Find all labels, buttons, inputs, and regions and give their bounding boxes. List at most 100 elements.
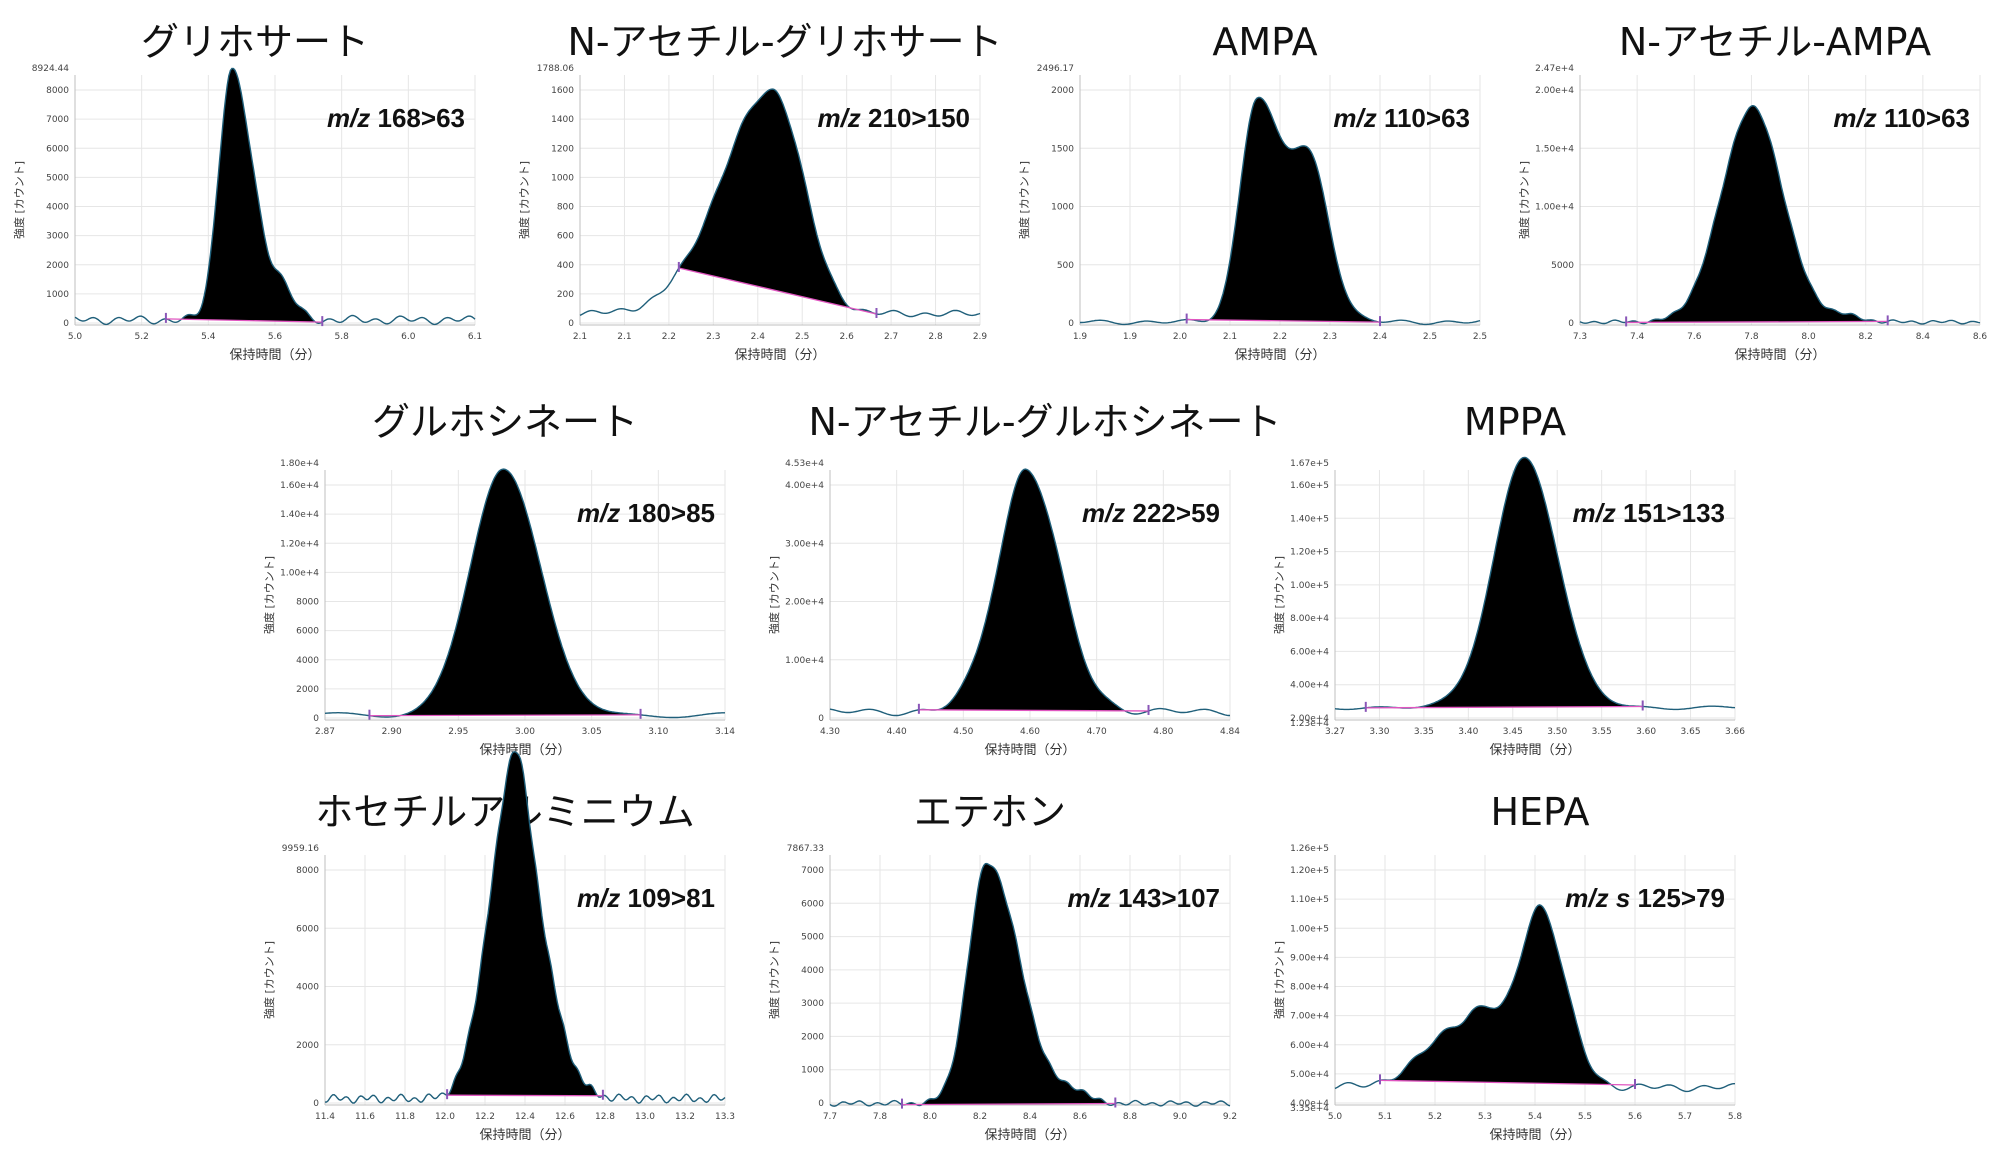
y-tick-label: 3000 bbox=[801, 999, 824, 1009]
y-tick-label: 8000 bbox=[46, 86, 69, 96]
y-max-label: 1.67e+5 bbox=[1290, 459, 1329, 469]
y-tick-label: 0 bbox=[313, 714, 319, 724]
mz-italic: m/z bbox=[577, 498, 620, 528]
y-tick-label: 4000 bbox=[46, 203, 69, 213]
x-tick-label: 4.80 bbox=[1153, 727, 1173, 737]
chromatogram-trace bbox=[829, 862, 1231, 1107]
chart-title: エテホン bbox=[914, 790, 1066, 834]
x-axis-label: 保持時間（分） bbox=[984, 743, 1075, 758]
mz-annotation: m/z 151>133 bbox=[1572, 498, 1725, 528]
peak-area bbox=[678, 89, 877, 314]
integration-baseline bbox=[678, 267, 877, 315]
y-tick-label: 2000 bbox=[296, 685, 319, 695]
x-tick-label: 5.8 bbox=[335, 332, 350, 342]
y-tick-label: 5000 bbox=[46, 173, 69, 183]
x-axis-label: 保持時間（分） bbox=[479, 1128, 570, 1143]
x-axis-label: 保持時間（分） bbox=[984, 1128, 1075, 1143]
y-tick-label: 1400 bbox=[551, 115, 574, 125]
x-tick-label: 12.4 bbox=[515, 1112, 535, 1122]
y-tick-label: 4.00e+4 bbox=[785, 481, 824, 491]
mz-italic: m/z bbox=[1067, 883, 1110, 913]
chart-title: N-アセチル-グリホサート bbox=[567, 20, 1002, 64]
mz-transition: 125>79 bbox=[1638, 883, 1725, 913]
x-tick-label: 2.2 bbox=[662, 332, 676, 342]
x-axis-label: 保持時間（分） bbox=[1234, 348, 1325, 363]
y-tick-label: 6000 bbox=[46, 144, 69, 154]
x-tick-label: 3.60 bbox=[1636, 727, 1656, 737]
mz-transition: 180>85 bbox=[628, 498, 715, 528]
y-tick-label: 1000 bbox=[801, 1066, 824, 1076]
mz-italic: m/z bbox=[327, 103, 370, 133]
x-tick-label: 12.8 bbox=[595, 1112, 615, 1122]
chart-title: N-アセチル-AMPA bbox=[1619, 20, 1931, 64]
y-axis-label: 強度 [カウント] bbox=[1517, 161, 1531, 239]
y-tick-label: 4000 bbox=[801, 966, 824, 976]
x-tick-label: 3.10 bbox=[648, 727, 668, 737]
mz-transition: 222>59 bbox=[1133, 498, 1220, 528]
y-tick-label: 5000 bbox=[801, 933, 824, 943]
y-tick-label: 1600 bbox=[551, 86, 574, 96]
x-tick-label: 7.3 bbox=[1573, 332, 1587, 342]
y-tick-label: 2.00e+4 bbox=[785, 598, 824, 608]
integration-baseline bbox=[901, 1102, 1116, 1106]
x-tick-label: 11.8 bbox=[395, 1112, 415, 1122]
mz-transition: 151>133 bbox=[1623, 498, 1725, 528]
y-tick-label: 8000 bbox=[296, 598, 319, 608]
y-max-label: 1788.06 bbox=[537, 64, 574, 74]
x-axis-label: 保持時間（分） bbox=[479, 743, 570, 758]
x-tick-label: 5.1 bbox=[1378, 1112, 1392, 1122]
y-tick-label: 1500 bbox=[1051, 144, 1074, 154]
y-tick-label: 2000 bbox=[296, 1041, 319, 1051]
peak-area bbox=[902, 863, 1116, 1105]
y-tick-label: 1.00e+4 bbox=[280, 568, 319, 578]
y-tick-label: 1.20e+5 bbox=[1290, 866, 1329, 876]
x-tick-label: 8.2 bbox=[1859, 332, 1873, 342]
integration-baseline bbox=[918, 709, 1149, 712]
x-tick-label: 3.30 bbox=[1369, 727, 1389, 737]
y-tick-label: 4000 bbox=[296, 983, 319, 993]
x-tick-label: 7.8 bbox=[873, 1112, 888, 1122]
mz-annotation: m/z 222>59 bbox=[1082, 498, 1220, 528]
peak-area bbox=[918, 469, 1149, 711]
x-tick-label: 2.3 bbox=[706, 332, 720, 342]
x-tick-label: 3.45 bbox=[1503, 727, 1523, 737]
mz-transition: 109>81 bbox=[628, 883, 715, 913]
y-axis-label: 強度 [カウント] bbox=[12, 161, 26, 239]
x-tick-label: 2.90 bbox=[382, 727, 402, 737]
y-tick-label: 800 bbox=[557, 203, 574, 213]
x-tick-label: 8.2 bbox=[973, 1112, 987, 1122]
mz-annotation: m/z 180>85 bbox=[577, 498, 715, 528]
y-tick-label: 1000 bbox=[551, 173, 574, 183]
x-tick-label: 5.5 bbox=[1578, 1112, 1592, 1122]
mz-annotation: m/z 110>63 bbox=[1333, 103, 1470, 133]
x-tick-label: 3.40 bbox=[1458, 727, 1478, 737]
y-tick-label: 1.10e+5 bbox=[1290, 895, 1329, 905]
y-tick-label: 9.00e+4 bbox=[1290, 953, 1329, 963]
y-tick-label: 4.00e+4 bbox=[1290, 681, 1329, 691]
y-tick-label: 3.00e+4 bbox=[785, 539, 824, 549]
x-tick-label: 7.7 bbox=[823, 1112, 837, 1122]
x-tick-label: 12.0 bbox=[435, 1112, 455, 1122]
integration-baseline bbox=[369, 714, 641, 717]
chromatogram-trace bbox=[829, 468, 1230, 717]
y-max-label: 4.53e+4 bbox=[785, 459, 824, 469]
integration-baseline bbox=[447, 1094, 603, 1097]
x-tick-label: 2.2 bbox=[1273, 332, 1287, 342]
y-tick-label: 6000 bbox=[296, 924, 319, 934]
x-tick-label: 2.0 bbox=[1173, 332, 1188, 342]
y-tick-label: 1200 bbox=[551, 144, 574, 154]
mz-transition: 110>63 bbox=[1384, 103, 1470, 133]
y-tick-label: 1.00e+4 bbox=[1535, 203, 1574, 213]
x-tick-label: 5.0 bbox=[1328, 1112, 1343, 1122]
y-tick-label: 5.00e+4 bbox=[1290, 1070, 1329, 1080]
x-tick-label: 3.27 bbox=[1325, 727, 1345, 737]
y-tick-label: 6000 bbox=[296, 627, 319, 637]
x-tick-label: 9.0 bbox=[1173, 1112, 1188, 1122]
y-tick-label: 8.00e+4 bbox=[1290, 614, 1329, 624]
y-min-label: 1.23e+4 bbox=[1290, 719, 1329, 729]
mz-italic: m/z bbox=[817, 103, 860, 133]
y-tick-label: 7000 bbox=[801, 866, 824, 876]
x-tick-label: 7.4 bbox=[1630, 332, 1645, 342]
y-max-label: 9959.16 bbox=[282, 844, 319, 854]
x-tick-label: 11.4 bbox=[315, 1112, 335, 1122]
